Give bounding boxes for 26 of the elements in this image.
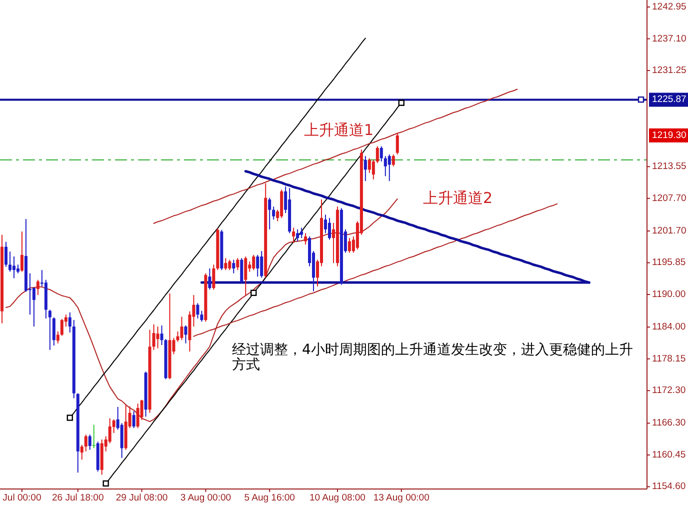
x-tick-label: 3 Aug 00:00 bbox=[180, 492, 232, 504]
y-tick-label: 1166.30 bbox=[652, 418, 686, 429]
y-tick-label: 1172.30 bbox=[652, 385, 686, 396]
y-tick-label: 1178.15 bbox=[652, 353, 686, 364]
y-tick-label: 1160.45 bbox=[652, 449, 686, 460]
y-tick-label: 1207.70 bbox=[652, 192, 686, 204]
y-tick-label: 1201.70 bbox=[652, 225, 686, 236]
y-tick-label: 1237.10 bbox=[652, 33, 686, 44]
x-tick-label: 10 Aug 08:00 bbox=[309, 492, 366, 504]
x-tick-label: 5 Aug 16:00 bbox=[244, 492, 295, 504]
annotation: 经过调整，4小时周期图的上升通道发生改变，进入更稳健的上升方式 bbox=[232, 343, 634, 373]
y-tick-label: 1242.95 bbox=[652, 2, 686, 12]
x-tick-label: 13 Aug 00:00 bbox=[373, 492, 430, 504]
x-tick-label: 26 Jul 18:00 bbox=[52, 492, 104, 504]
y-tick-label: 1184.00 bbox=[652, 322, 686, 333]
y-tick-label: 1231.25 bbox=[652, 65, 686, 76]
x-tick-label: Jul 00:00 bbox=[2, 492, 42, 504]
y-tick-label: 1195.85 bbox=[652, 257, 686, 268]
y-tick-label: 1154.60 bbox=[652, 481, 686, 492]
x-tick-label: 29 Jul 08:00 bbox=[116, 492, 168, 504]
annotation: 上升通道1 bbox=[304, 121, 374, 139]
ref-line-label: 1225.87 bbox=[652, 94, 686, 106]
y-tick-label: 1190.00 bbox=[652, 289, 686, 300]
y-tick-label: 1213.55 bbox=[652, 161, 686, 172]
annotation: 上升通道2 bbox=[423, 189, 493, 207]
annotation: 1219.30 bbox=[649, 128, 688, 142]
